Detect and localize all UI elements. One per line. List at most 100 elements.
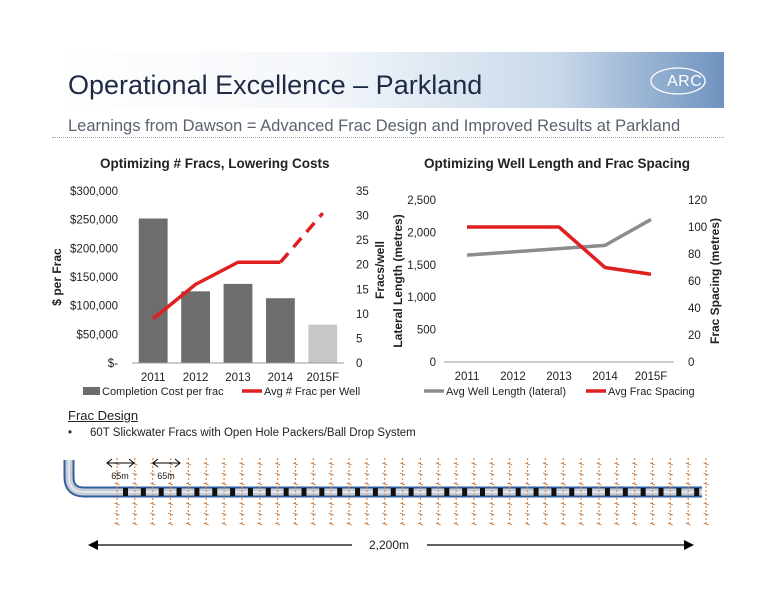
frac-tick	[596, 482, 602, 486]
bar-completion-cost	[138, 218, 168, 363]
packer	[372, 488, 378, 496]
frac-tick	[132, 472, 138, 476]
frac-tick	[203, 522, 209, 526]
line-avg-frac-spacing	[467, 225, 652, 276]
frac-tick	[292, 512, 299, 516]
frac-tick	[435, 522, 441, 526]
frac-tick	[578, 522, 584, 526]
frac-stage	[167, 458, 182, 526]
frac-tick	[667, 512, 673, 516]
y-tick-right: 20	[688, 330, 701, 342]
y-tick-left: 0	[430, 357, 436, 369]
frac-tick	[185, 462, 192, 466]
frac-tick	[453, 482, 459, 486]
spacing-arrow-1-head-right	[128, 458, 135, 468]
frac-tick	[399, 462, 406, 466]
frac-tick	[221, 502, 227, 506]
frac-tick	[346, 462, 352, 466]
y-tick-left: 1,500	[407, 260, 436, 272]
frac-tick	[435, 462, 441, 466]
bar-completion-cost	[265, 298, 295, 363]
y-axis-label-left: Lateral Length (metres)	[391, 214, 405, 347]
frac-tick	[185, 482, 192, 486]
y-tick-right: 20	[356, 260, 369, 272]
frac-design-heading: Frac Design	[68, 408, 139, 423]
frac-tick	[221, 512, 227, 516]
frac-tick	[310, 482, 316, 486]
frac-tick	[435, 482, 441, 486]
frac-stage	[435, 458, 450, 526]
packer	[444, 488, 450, 496]
frac-tick	[649, 512, 656, 516]
frac-stage	[542, 458, 557, 526]
bar-completion-cost	[308, 324, 338, 363]
frac-stage	[239, 458, 253, 526]
packer	[230, 488, 236, 496]
packer	[622, 488, 628, 496]
frac-tick	[364, 522, 370, 526]
spacing-label: 65m	[157, 471, 175, 481]
frac-tick	[489, 512, 495, 516]
frac-tick	[328, 462, 334, 466]
frac-tick	[560, 482, 566, 486]
frac-tick	[221, 472, 227, 476]
frac-tick	[453, 512, 459, 516]
frac-stage	[382, 458, 396, 526]
frac-tick	[489, 482, 495, 486]
frac-tick	[150, 472, 156, 476]
frac-tick	[346, 512, 352, 516]
frac-tick	[221, 482, 227, 486]
frac-tick	[524, 482, 531, 486]
y-tick-right: 10	[356, 309, 369, 321]
frac-tick	[471, 522, 477, 526]
line-avg-frac-per-well-forecast	[279, 211, 325, 264]
line-avg-frac-per-well	[152, 260, 281, 321]
x-tick: 2015F	[306, 372, 339, 384]
frac-tick	[310, 522, 316, 526]
frac-tick	[114, 472, 120, 476]
frac-tick	[382, 502, 388, 506]
y-tick-left: 1,000	[407, 292, 436, 304]
frac-tick	[507, 482, 513, 486]
frac-tick	[685, 472, 691, 476]
y-tick-left: $200,000	[70, 243, 118, 255]
frac-stage	[453, 458, 468, 526]
frac-tick	[417, 502, 424, 506]
frac-tick	[560, 462, 566, 466]
divider	[52, 137, 724, 138]
frac-tick	[685, 482, 691, 486]
frac-tick	[453, 462, 459, 466]
legend-label: Avg Well Length (lateral)	[446, 386, 566, 398]
frac-stage	[507, 458, 521, 526]
frac-tick	[632, 522, 638, 526]
packer	[676, 488, 682, 496]
frac-tick	[382, 512, 388, 516]
frac-stage	[524, 458, 539, 526]
left-chart: $300,000 $250,000 $200,000 $150,000 $100,000…	[50, 186, 387, 398]
frac-tick	[417, 482, 424, 486]
y-tick-right: 120	[688, 195, 707, 207]
y-axis-label-right: Fracs/well	[373, 241, 387, 299]
frac-tick	[328, 512, 334, 516]
packer	[533, 488, 539, 496]
packer	[480, 488, 485, 496]
packer	[265, 488, 271, 496]
packer	[301, 488, 307, 496]
frac-tick	[685, 502, 691, 506]
frac-tick	[453, 522, 459, 526]
x-tick: 2015F	[635, 371, 668, 383]
frac-tick	[328, 472, 334, 476]
frac-tick	[578, 512, 584, 516]
frac-tick	[417, 462, 424, 466]
frac-tick	[275, 462, 281, 466]
frac-stage	[185, 458, 200, 526]
frac-tick	[167, 472, 174, 476]
x-tick: 2013	[225, 372, 251, 384]
frac-tick	[364, 462, 370, 466]
y-tick-left: $300,000	[70, 186, 118, 198]
frac-stage	[399, 458, 414, 526]
frac-tick	[150, 502, 156, 506]
packer	[497, 488, 503, 496]
frac-stage	[328, 458, 343, 526]
packer	[658, 488, 664, 496]
